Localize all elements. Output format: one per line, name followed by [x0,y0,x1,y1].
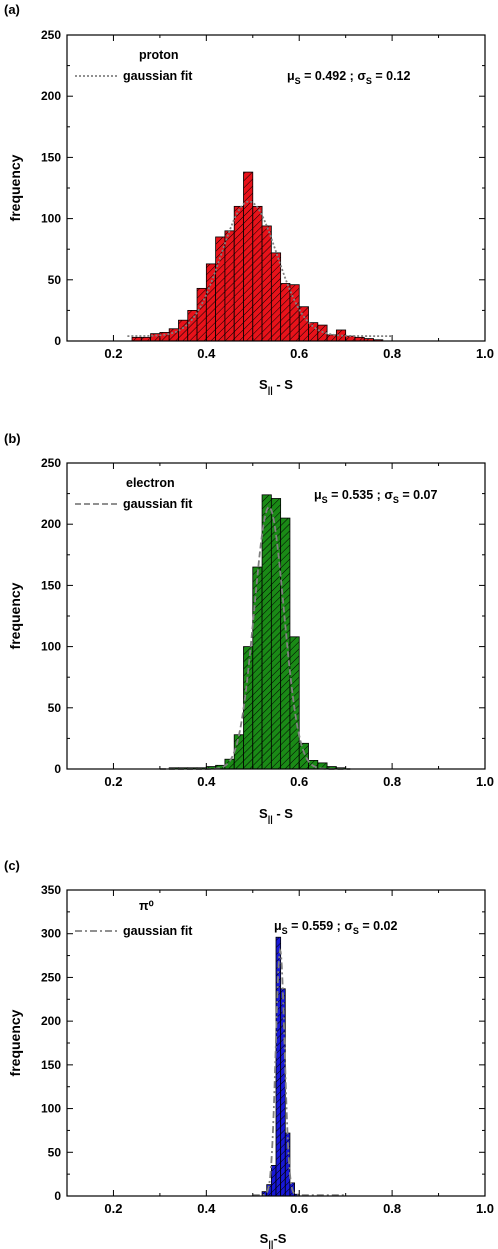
histogram-bar [224,230,235,342]
y-tick-label: 200 [41,517,61,531]
y-tick-label: 50 [48,273,62,287]
y-tick-label: 150 [41,150,61,164]
x-tick-label: 0.2 [104,1201,122,1216]
histogram-bar [261,494,272,770]
legend-series-name: π⁰ [139,899,155,913]
histogram-bar [275,936,282,1197]
y-tick-label: 0 [54,334,61,348]
legend: proton gaussian fit [75,48,193,83]
chart-panel-b: (b) 0.2 0.4 0.6 0.8 1.0 0 50 100 150 200 250 frequen… [4,431,494,824]
y-axis-label: frequency [7,1009,23,1076]
y-tick-label: 300 [41,927,61,941]
histogram-bar [150,333,161,342]
y-axis-label: frequency [7,154,23,221]
histogram-bar [289,636,300,770]
panel-label: (b) [4,431,21,446]
histogram-bar [187,309,198,342]
histogram-bar [233,205,244,342]
x-axis-label: S|| - S [259,806,293,824]
x-tick-label: 1.0 [476,346,494,361]
x-tick-label: 1.0 [476,774,494,789]
y-tick-label: 100 [41,640,61,654]
x-axis-label: S||-S [260,1231,287,1249]
x-tick-label: 1.0 [476,1201,494,1216]
y-tick-label: 250 [41,456,61,470]
histogram-bar [252,205,263,342]
legend-fit-name: gaussian fit [123,497,193,511]
x-tick-label: 0.8 [383,346,401,361]
gaussian-fit-line [252,947,346,1197]
panel-label: (a) [4,2,20,17]
histogram-bar [280,517,291,770]
y-tick-label: 100 [41,1102,61,1116]
x-axis-label: S|| - S [259,377,293,395]
legend: π⁰ gaussian fit [75,899,193,938]
histogram-bar [298,742,309,770]
y-tick-label: 250 [41,28,61,42]
fit-parameters-annotation: μS = 0.535 ; σS = 0.07 [314,488,438,505]
histogram-bar [298,306,309,342]
y-tick-label: 0 [54,762,61,776]
x-tick-label: 0.2 [104,346,122,361]
legend-fit-name: gaussian fit [123,69,193,83]
y-tick-label: 200 [41,1014,61,1028]
histogram-bar [270,252,282,342]
x-tick-label: 0.2 [104,774,122,789]
y-tick-label: 50 [48,1145,62,1159]
histogram-bar [205,263,217,342]
histogram-bar [215,236,226,342]
chart-panel-a: (a) 0.2 0.4 0.6 0.8 1.0 0 50 100 150 200 250 frequen… [4,2,494,395]
legend-fit-name: gaussian fit [123,924,193,938]
histogram-bar [243,646,254,770]
chart-panel-c: (c) 0.2 0.4 0.6 0.8 1.0 0 50 100 150 200 250 300 350 f… [4,858,494,1249]
x-tick-label: 0.4 [197,1201,216,1216]
x-tick-label: 0.8 [383,774,401,789]
panel-label: (c) [4,858,20,873]
histogram-bar [280,988,286,1197]
histogram-bar [252,566,263,770]
y-tick-label: 150 [41,1058,61,1072]
fit-parameters-annotation: μS = 0.492 ; σS = 0.12 [287,69,411,86]
histogram-bar [270,1165,277,1197]
y-tick-label: 200 [41,89,61,103]
x-tick-label: 0.4 [197,346,216,361]
gaussian-fit-line [127,200,393,337]
fit-parameters-annotation: μS = 0.559 ; σS = 0.02 [274,919,398,936]
histogram-bar [233,734,244,770]
legend-series-name: proton [139,48,179,62]
y-tick-label: 350 [41,883,61,897]
x-tick-label: 0.4 [197,774,216,789]
histogram-bar [168,328,179,342]
y-tick-label: 150 [41,578,61,592]
y-tick-label: 100 [41,212,61,226]
x-tick-label: 0.6 [290,1201,308,1216]
y-tick-label: 250 [41,970,61,984]
histogram-bar [280,283,291,342]
x-tick-label: 0.6 [290,346,308,361]
histogram-bar [243,171,254,342]
y-axis-label: frequency [7,582,23,649]
y-tick-label: 0 [54,1189,61,1203]
x-tick-label: 0.6 [290,774,308,789]
x-tick-label: 0.8 [383,1201,401,1216]
legend: electron gaussian fit [75,476,193,511]
histogram-bar [261,225,272,342]
legend-series-name: electron [126,476,175,490]
y-tick-label: 50 [48,701,62,715]
